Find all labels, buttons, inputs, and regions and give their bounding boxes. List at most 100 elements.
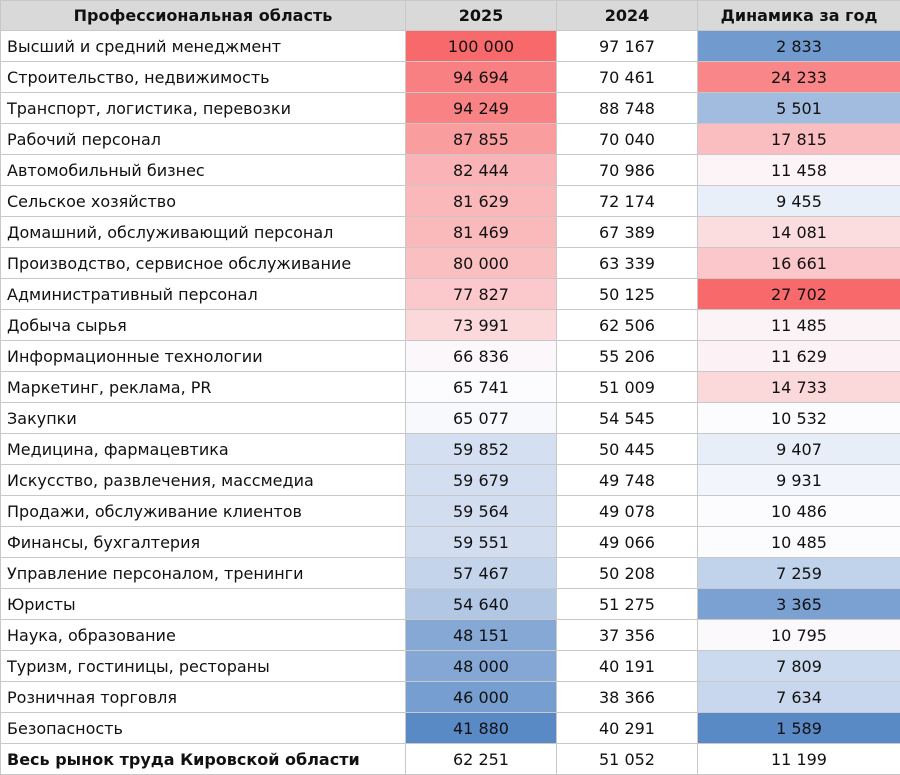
row-2024-value: 70 040 <box>557 124 698 155</box>
row-dynamic-value: 10 532 <box>698 403 900 434</box>
total-2025: 62 251 <box>406 744 557 775</box>
row-dynamic-value: 11 458 <box>698 155 900 186</box>
row-2024-value: 51 275 <box>557 589 698 620</box>
row-dynamic-value: 10 486 <box>698 496 900 527</box>
row-2024-value: 97 167 <box>557 31 698 62</box>
row-2024-value: 88 748 <box>557 93 698 124</box>
row-2024-value: 49 066 <box>557 527 698 558</box>
row-name: Транспорт, логистика, перевозки <box>1 93 406 124</box>
row-2024-value: 70 461 <box>557 62 698 93</box>
row-2024-value: 67 389 <box>557 217 698 248</box>
row-dynamic-value: 2 833 <box>698 31 900 62</box>
row-2025-value: 41 880 <box>406 713 557 744</box>
row-2024-value: 70 986 <box>557 155 698 186</box>
row-2025-value: 57 467 <box>406 558 557 589</box>
row-name: Медицина, фармацевтика <box>1 434 406 465</box>
row-name: Юристы <box>1 589 406 620</box>
row-name: Наука, образование <box>1 620 406 651</box>
row-2025-value: 48 151 <box>406 620 557 651</box>
row-dynamic-value: 11 485 <box>698 310 900 341</box>
row-2025-value: 66 836 <box>406 341 557 372</box>
row-2024-value: 62 506 <box>557 310 698 341</box>
row-2025-value: 77 827 <box>406 279 557 310</box>
row-dynamic-value: 5 501 <box>698 93 900 124</box>
header-dynamic: Динамика за год <box>698 1 900 31</box>
row-2025-value: 80 000 <box>406 248 557 279</box>
row-name: Строительство, недвижимость <box>1 62 406 93</box>
row-name: Добыча сырья <box>1 310 406 341</box>
row-2025-value: 94 249 <box>406 93 557 124</box>
header-2024: 2024 <box>557 1 698 31</box>
row-2025-value: 81 469 <box>406 217 557 248</box>
row-name: Домашний, обслуживающий персонал <box>1 217 406 248</box>
row-dynamic-value: 17 815 <box>698 124 900 155</box>
row-2025-value: 87 855 <box>406 124 557 155</box>
row-2025-value: 82 444 <box>406 155 557 186</box>
row-dynamic-value: 1 589 <box>698 713 900 744</box>
row-2024-value: 54 545 <box>557 403 698 434</box>
row-2024-value: 49 748 <box>557 465 698 496</box>
row-name: Финансы, бухгалтерия <box>1 527 406 558</box>
row-dynamic-value: 3 365 <box>698 589 900 620</box>
row-dynamic-value: 16 661 <box>698 248 900 279</box>
row-name: Безопасность <box>1 713 406 744</box>
row-2025-value: 59 564 <box>406 496 557 527</box>
row-dynamic-value: 9 455 <box>698 186 900 217</box>
row-dynamic-value: 7 259 <box>698 558 900 589</box>
row-name: Производство, сервисное обслуживание <box>1 248 406 279</box>
row-2024-value: 50 208 <box>557 558 698 589</box>
row-name: Информационные технологии <box>1 341 406 372</box>
row-dynamic-value: 9 931 <box>698 465 900 496</box>
row-2025-value: 73 991 <box>406 310 557 341</box>
row-name: Управление персоналом, тренинги <box>1 558 406 589</box>
row-2024-value: 50 125 <box>557 279 698 310</box>
row-name: Искусство, развлечения, массмедиа <box>1 465 406 496</box>
row-name: Маркетинг, реклама, PR <box>1 372 406 403</box>
total-name: Весь рынок труда Кировской области <box>1 744 406 775</box>
row-2024-value: 63 339 <box>557 248 698 279</box>
row-2024-value: 49 078 <box>557 496 698 527</box>
row-dynamic-value: 14 733 <box>698 372 900 403</box>
row-dynamic-value: 7 809 <box>698 651 900 682</box>
row-2024-value: 40 191 <box>557 651 698 682</box>
row-dynamic-value: 11 629 <box>698 341 900 372</box>
row-2025-value: 94 694 <box>406 62 557 93</box>
row-name: Рабочий персонал <box>1 124 406 155</box>
row-name: Административный персонал <box>1 279 406 310</box>
row-dynamic-value: 27 702 <box>698 279 900 310</box>
total-row: Весь рынок труда Кировской области 62 25… <box>1 744 900 775</box>
header-2025: 2025 <box>406 1 557 31</box>
row-2025-value: 59 679 <box>406 465 557 496</box>
row-2024-value: 38 366 <box>557 682 698 713</box>
row-name: Закупки <box>1 403 406 434</box>
row-name: Продажи, обслуживание клиентов <box>1 496 406 527</box>
row-2025-value: 59 852 <box>406 434 557 465</box>
row-dynamic-value: 9 407 <box>698 434 900 465</box>
row-2025-value: 54 640 <box>406 589 557 620</box>
row-2025-value: 65 741 <box>406 372 557 403</box>
row-name: Сельское хозяйство <box>1 186 406 217</box>
header-professional-area: Профессиональная область <box>1 1 406 31</box>
row-2025-value: 48 000 <box>406 651 557 682</box>
